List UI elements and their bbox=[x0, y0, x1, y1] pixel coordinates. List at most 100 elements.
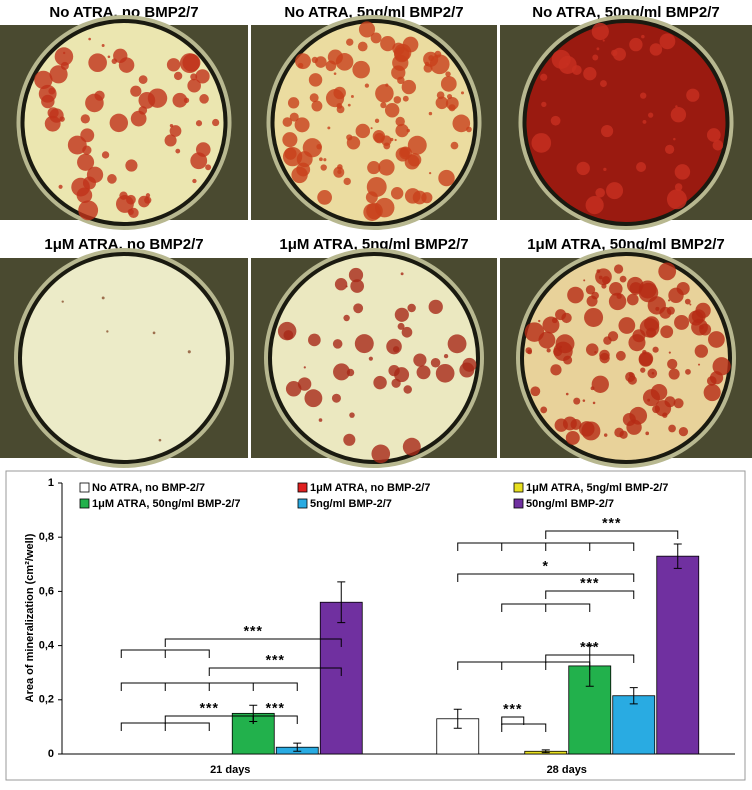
stain bbox=[542, 316, 560, 334]
stain bbox=[147, 88, 168, 108]
stain bbox=[648, 112, 654, 118]
stain bbox=[660, 325, 674, 339]
stain bbox=[561, 312, 572, 324]
stain bbox=[525, 347, 532, 354]
stain bbox=[626, 419, 642, 435]
stain bbox=[640, 92, 647, 99]
stain bbox=[358, 21, 376, 38]
stain bbox=[125, 159, 138, 172]
stain bbox=[352, 60, 370, 79]
error-bar bbox=[673, 543, 682, 569]
stain bbox=[80, 128, 95, 143]
stain bbox=[655, 306, 660, 311]
stain bbox=[323, 158, 327, 162]
stain bbox=[401, 79, 417, 95]
stain bbox=[101, 151, 110, 159]
stain bbox=[395, 116, 405, 127]
stain bbox=[350, 279, 365, 293]
stain bbox=[402, 95, 409, 102]
stain bbox=[440, 75, 457, 92]
stain bbox=[407, 303, 416, 313]
stain bbox=[349, 412, 355, 418]
stain bbox=[591, 22, 609, 41]
stain bbox=[674, 314, 690, 330]
stain bbox=[686, 88, 700, 102]
stain bbox=[393, 43, 412, 62]
stain bbox=[370, 32, 382, 44]
well bbox=[268, 252, 480, 464]
stain bbox=[647, 368, 658, 379]
stain bbox=[412, 190, 427, 205]
stain bbox=[585, 285, 596, 295]
stain bbox=[294, 117, 310, 133]
bracket bbox=[545, 654, 635, 663]
stain bbox=[397, 76, 405, 85]
stain bbox=[173, 71, 183, 81]
stain bbox=[320, 164, 327, 171]
stain bbox=[540, 73, 548, 81]
stain bbox=[428, 171, 432, 175]
stain bbox=[106, 330, 109, 333]
stain bbox=[335, 53, 354, 71]
stain bbox=[336, 103, 343, 109]
stain bbox=[596, 269, 601, 274]
stain bbox=[585, 343, 599, 356]
stain bbox=[667, 358, 678, 370]
stain bbox=[447, 334, 467, 354]
stain bbox=[428, 55, 435, 61]
stain bbox=[658, 262, 677, 281]
stain bbox=[423, 63, 433, 73]
legend-swatch bbox=[297, 498, 308, 509]
stain bbox=[583, 67, 597, 81]
stain bbox=[436, 91, 445, 100]
y-tick-label: 1 bbox=[48, 477, 54, 489]
stain bbox=[357, 41, 368, 52]
stain bbox=[668, 351, 671, 354]
stain bbox=[685, 368, 691, 375]
stain bbox=[367, 161, 381, 175]
stain bbox=[684, 298, 691, 305]
stain bbox=[371, 444, 391, 464]
stain bbox=[101, 44, 105, 47]
well bbox=[270, 19, 478, 226]
stain bbox=[212, 118, 220, 127]
stain bbox=[365, 191, 378, 204]
error-bar bbox=[293, 742, 302, 752]
stain bbox=[591, 375, 609, 393]
stain bbox=[430, 358, 441, 368]
stain bbox=[546, 348, 551, 353]
stain bbox=[195, 120, 203, 127]
legend-swatch bbox=[297, 482, 308, 493]
bracket bbox=[457, 573, 635, 582]
bracket bbox=[545, 530, 679, 539]
stain bbox=[88, 53, 107, 73]
stain bbox=[570, 419, 582, 430]
stain bbox=[573, 397, 581, 405]
stain bbox=[694, 344, 709, 358]
stain bbox=[576, 161, 590, 176]
panel-title: No ATRA, 50ng/ml BMP2/7 bbox=[532, 4, 720, 21]
stain bbox=[452, 114, 471, 133]
stain bbox=[673, 137, 676, 141]
y-tick-label: 0,8 bbox=[39, 531, 54, 543]
stain bbox=[563, 355, 573, 365]
stain bbox=[44, 115, 61, 132]
stain bbox=[603, 433, 608, 437]
legend-label: 1μM ATRA, 5ng/ml BMP-2/7 bbox=[526, 482, 668, 494]
stain bbox=[34, 70, 53, 90]
well bbox=[520, 252, 732, 464]
stain bbox=[386, 338, 402, 355]
stain bbox=[413, 353, 427, 367]
stain bbox=[111, 58, 118, 64]
stain bbox=[190, 73, 198, 81]
stain bbox=[607, 331, 619, 342]
stain bbox=[550, 115, 561, 126]
stain bbox=[289, 112, 299, 122]
stain bbox=[402, 437, 421, 456]
stain bbox=[600, 124, 614, 138]
stain bbox=[333, 363, 351, 381]
stain bbox=[641, 34, 645, 39]
stain bbox=[380, 36, 396, 52]
stain bbox=[540, 406, 548, 414]
